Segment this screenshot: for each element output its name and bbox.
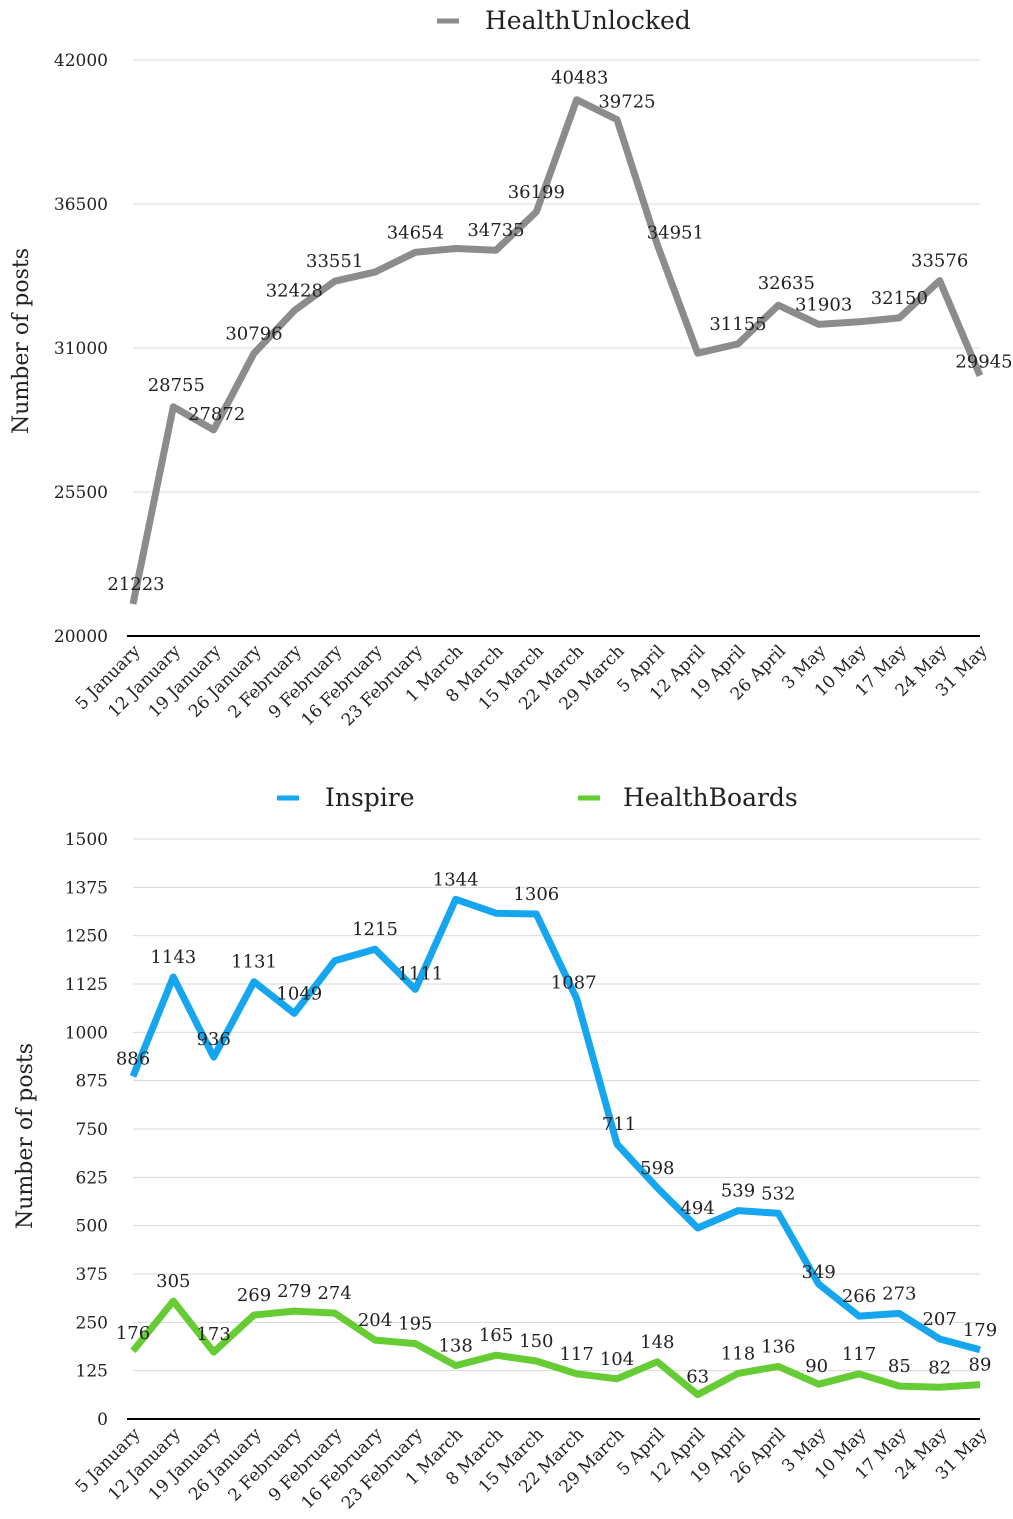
data-label: 165 — [479, 1325, 513, 1346]
data-label: 349 — [801, 1262, 835, 1283]
data-label: 273 — [882, 1283, 916, 1304]
series-line-inspire — [129, 895, 981, 1354]
inspire-healthboards-line-chart: Inspire HealthBoards 0 125 250 375 500 625 750 87… — [13, 783, 997, 1513]
data-label: 598 — [640, 1158, 674, 1179]
data-label: 32428 — [266, 281, 323, 302]
data-label: 1143 — [150, 947, 196, 968]
data-label: 279 — [277, 1281, 311, 1302]
data-label: 305 — [156, 1271, 190, 1292]
data-label: 136 — [761, 1336, 795, 1357]
data-label: 207 — [922, 1309, 956, 1330]
y-tick-label: 875 — [76, 1072, 108, 1092]
data-label: 936 — [196, 1029, 230, 1050]
data-label: 274 — [317, 1283, 351, 1304]
data-label: 29945 — [955, 352, 1012, 373]
data-label: 90 — [805, 1356, 828, 1377]
y-tick-label: 125 — [76, 1362, 108, 1382]
data-label: 34735 — [467, 220, 524, 241]
legend-label: HealthBoards — [623, 783, 798, 812]
data-label: 31155 — [709, 314, 766, 335]
data-label: 176 — [116, 1323, 150, 1344]
y-tick-label: 375 — [76, 1265, 108, 1285]
data-label: 117 — [842, 1344, 876, 1365]
data-label: 1306 — [513, 884, 559, 905]
data-label: 36199 — [508, 182, 565, 203]
data-label: 34654 — [387, 222, 444, 243]
data-label: 195 — [398, 1314, 432, 1335]
data-label: 118 — [721, 1343, 755, 1364]
data-label: 32150 — [871, 288, 928, 309]
data-label: 1087 — [551, 973, 597, 994]
y-axis-title: Number of posts — [13, 1043, 38, 1229]
data-label: 150 — [519, 1331, 553, 1352]
data-label: 179 — [963, 1320, 997, 1341]
y-tick-label: 36500 — [54, 195, 108, 215]
data-label: 204 — [358, 1310, 392, 1331]
y-tick-label: 1000 — [65, 1023, 108, 1043]
series-line-healthboards — [130, 1297, 981, 1399]
y-tick-label: 1500 — [65, 830, 108, 850]
data-label: 1215 — [352, 919, 398, 940]
data-label: 138 — [438, 1336, 472, 1357]
data-label: 539 — [721, 1181, 755, 1202]
data-label: 89 — [969, 1355, 992, 1376]
data-label: 117 — [559, 1344, 593, 1365]
data-label: 39725 — [598, 92, 655, 113]
data-label: 266 — [842, 1286, 876, 1307]
data-label: 173 — [196, 1324, 230, 1345]
data-label: 28755 — [148, 375, 205, 396]
data-label: 82 — [928, 1357, 951, 1378]
legend-label: Inspire — [325, 783, 415, 812]
data-label: 148 — [640, 1332, 674, 1353]
data-label: 104 — [600, 1349, 634, 1370]
data-label: 33576 — [911, 251, 968, 272]
y-tick-label: 20000 — [54, 627, 108, 647]
y-axis-title: Number of posts — [9, 248, 34, 434]
data-label: 494 — [680, 1198, 714, 1219]
data-label: 21223 — [107, 574, 164, 595]
data-label: 30796 — [225, 323, 282, 344]
data-label: 532 — [761, 1183, 795, 1204]
series-line-healthunlocked — [129, 96, 984, 605]
y-tick-label: 25500 — [54, 483, 108, 503]
data-label: 711 — [602, 1114, 636, 1135]
y-tick-label: 1250 — [65, 927, 108, 947]
data-label: 269 — [237, 1285, 271, 1306]
y-tick-label: 42000 — [54, 51, 108, 71]
y-tick-label: 1125 — [65, 975, 108, 995]
data-label: 886 — [116, 1048, 150, 1069]
healthunlocked-line-chart: HealthUnlocked 20000 25500 31000 36500 42000 N… — [9, 6, 1013, 730]
data-label: 27872 — [188, 404, 245, 425]
data-label: 1344 — [433, 869, 479, 890]
data-label: 33551 — [306, 251, 363, 272]
y-tick-label: 31000 — [54, 339, 108, 359]
data-label: 40483 — [551, 68, 608, 89]
y-tick-label: 750 — [76, 1120, 108, 1140]
data-label: 1131 — [231, 952, 277, 973]
data-label: 1111 — [397, 963, 443, 984]
y-tick-label: 1375 — [65, 878, 108, 898]
data-label: 63 — [686, 1367, 709, 1388]
data-label: 85 — [888, 1356, 911, 1377]
y-tick-label: 0 — [97, 1410, 108, 1430]
y-tick-label: 500 — [76, 1217, 108, 1237]
data-label: 32635 — [758, 273, 815, 294]
data-label: 1049 — [276, 983, 322, 1004]
y-tick-label: 250 — [76, 1313, 108, 1333]
data-label: 34951 — [647, 223, 704, 244]
y-tick-label: 625 — [76, 1168, 108, 1188]
legend-label: HealthUnlocked — [485, 6, 691, 35]
data-label: 31903 — [795, 294, 852, 315]
